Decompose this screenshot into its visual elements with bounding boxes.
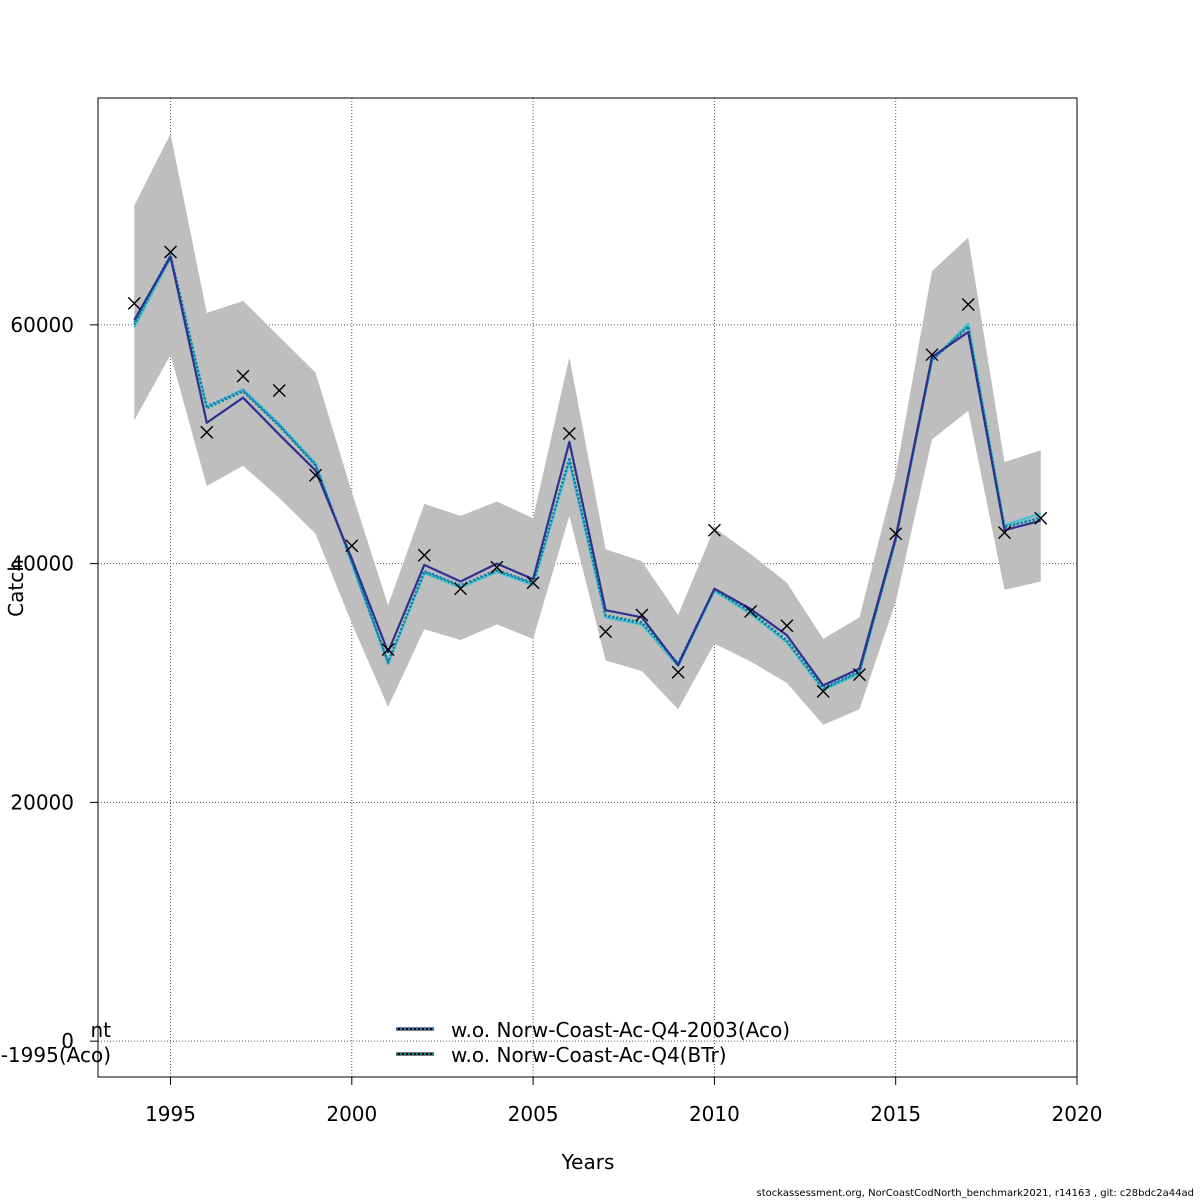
legend: ntorw-Coast-Ac-Q4-1995(Aco) w.o. Norw-Coa… <box>0 1018 790 1067</box>
observation-point <box>164 245 178 259</box>
observation-point <box>635 608 649 622</box>
legend-label: orw-Coast-Ac-Q4-1995(Aco) <box>0 1043 111 1067</box>
observation-point <box>127 296 141 310</box>
observation-point <box>925 348 939 362</box>
legend-label: w.o. Norw-Coast-Ac-Q4-2003(Aco) <box>451 1018 790 1042</box>
observation-point <box>707 523 721 537</box>
y-axis-label: Catch <box>4 559 28 617</box>
observation-point <box>997 526 1011 540</box>
observation-point <box>889 527 903 541</box>
observation-point <box>309 468 323 482</box>
observation-point <box>200 425 214 439</box>
plot-area <box>127 133 1048 725</box>
x-tick-label: 2010 <box>689 1102 740 1126</box>
observation-point <box>454 582 468 596</box>
legend-label: w.o. Norw-Coast-Ac-Q4(BTr) <box>451 1043 727 1067</box>
observation-point <box>1034 511 1048 525</box>
footer-credit: stockassessment.org, NorCoastCodNorth_be… <box>756 1188 1194 1199</box>
series-line <box>133 255 1042 687</box>
x-tick-label: 2015 <box>870 1102 921 1126</box>
observation-point <box>236 369 250 383</box>
observation-point <box>816 684 830 698</box>
y-tick-label: 40000 <box>10 552 74 576</box>
y-tick-label: 60000 <box>10 313 74 337</box>
observation-point <box>671 665 685 679</box>
x-axis-label: Years <box>561 1150 615 1174</box>
observation-point <box>490 560 504 574</box>
observation-point <box>744 604 758 618</box>
x-tick-label: 2000 <box>326 1102 377 1126</box>
observation-point <box>345 539 359 553</box>
observation-point <box>417 548 431 562</box>
legend-label: nt <box>90 1018 111 1042</box>
confidence-band <box>134 133 1041 725</box>
observation-point <box>562 426 576 440</box>
observation-point <box>961 298 975 312</box>
y-tick-label: 0 <box>61 1029 74 1053</box>
plot-frame <box>97 97 1078 1078</box>
x-tick-label: 2005 <box>508 1102 559 1126</box>
y-tick-label: 20000 <box>10 790 74 814</box>
x-tick-label: 1995 <box>145 1102 196 1126</box>
observation-point <box>381 643 395 657</box>
x-tick-label: 2020 <box>1052 1102 1103 1126</box>
observation-point <box>272 384 286 398</box>
observation-point <box>852 668 866 682</box>
observation-point <box>599 625 613 639</box>
observation-point <box>780 619 794 633</box>
observation-point <box>526 576 540 590</box>
